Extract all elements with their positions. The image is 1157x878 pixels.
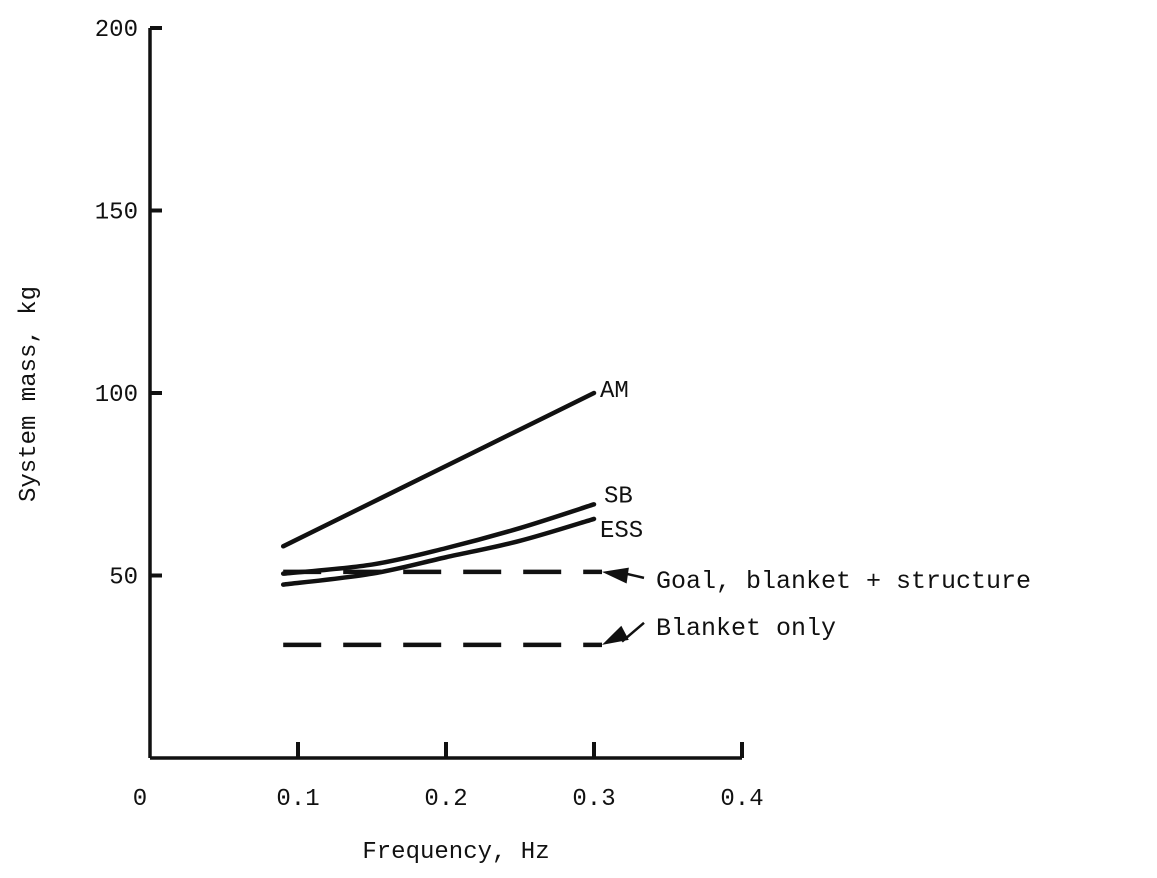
axes xyxy=(148,28,742,760)
reference-line-label: Goal, blanket + structure xyxy=(656,567,1031,596)
x-axis-title: Frequency, Hz xyxy=(362,839,549,866)
y-tick-label: 100 xyxy=(95,382,138,409)
reference-line-label: Blanket only xyxy=(656,614,836,643)
series-line-ess xyxy=(280,516,597,587)
y-tick-label: 50 xyxy=(109,565,138,592)
x-tick-label: 0.3 xyxy=(572,786,615,813)
series-line-am xyxy=(280,390,597,549)
series-line-sb xyxy=(280,502,597,576)
series-label-am: AM xyxy=(600,378,629,405)
ticks xyxy=(150,26,744,758)
y-tick-label: 150 xyxy=(95,200,138,227)
reference-lines xyxy=(283,567,645,648)
tick-labels: 0 0.1 0.2 0.3 0.4 50 100 150 200 xyxy=(95,17,764,813)
labels: AM SB ESS Goal, blanket + structure Blanket … xyxy=(600,378,1031,643)
y-tick-label: 200 xyxy=(95,17,138,44)
x-tick-label: 0.4 xyxy=(720,786,763,813)
annotation-arrowhead xyxy=(602,567,629,584)
x-tick-label: 0 xyxy=(133,786,147,813)
y-axis-title: System mass, kg xyxy=(16,286,43,502)
annotation-arrowhead xyxy=(602,625,629,645)
series-lines xyxy=(280,390,597,587)
x-tick-label: 0.2 xyxy=(424,786,467,813)
series-label-sb: SB xyxy=(604,483,633,510)
series-label-ess: ESS xyxy=(600,518,643,545)
x-tick-label: 0.1 xyxy=(276,786,319,813)
